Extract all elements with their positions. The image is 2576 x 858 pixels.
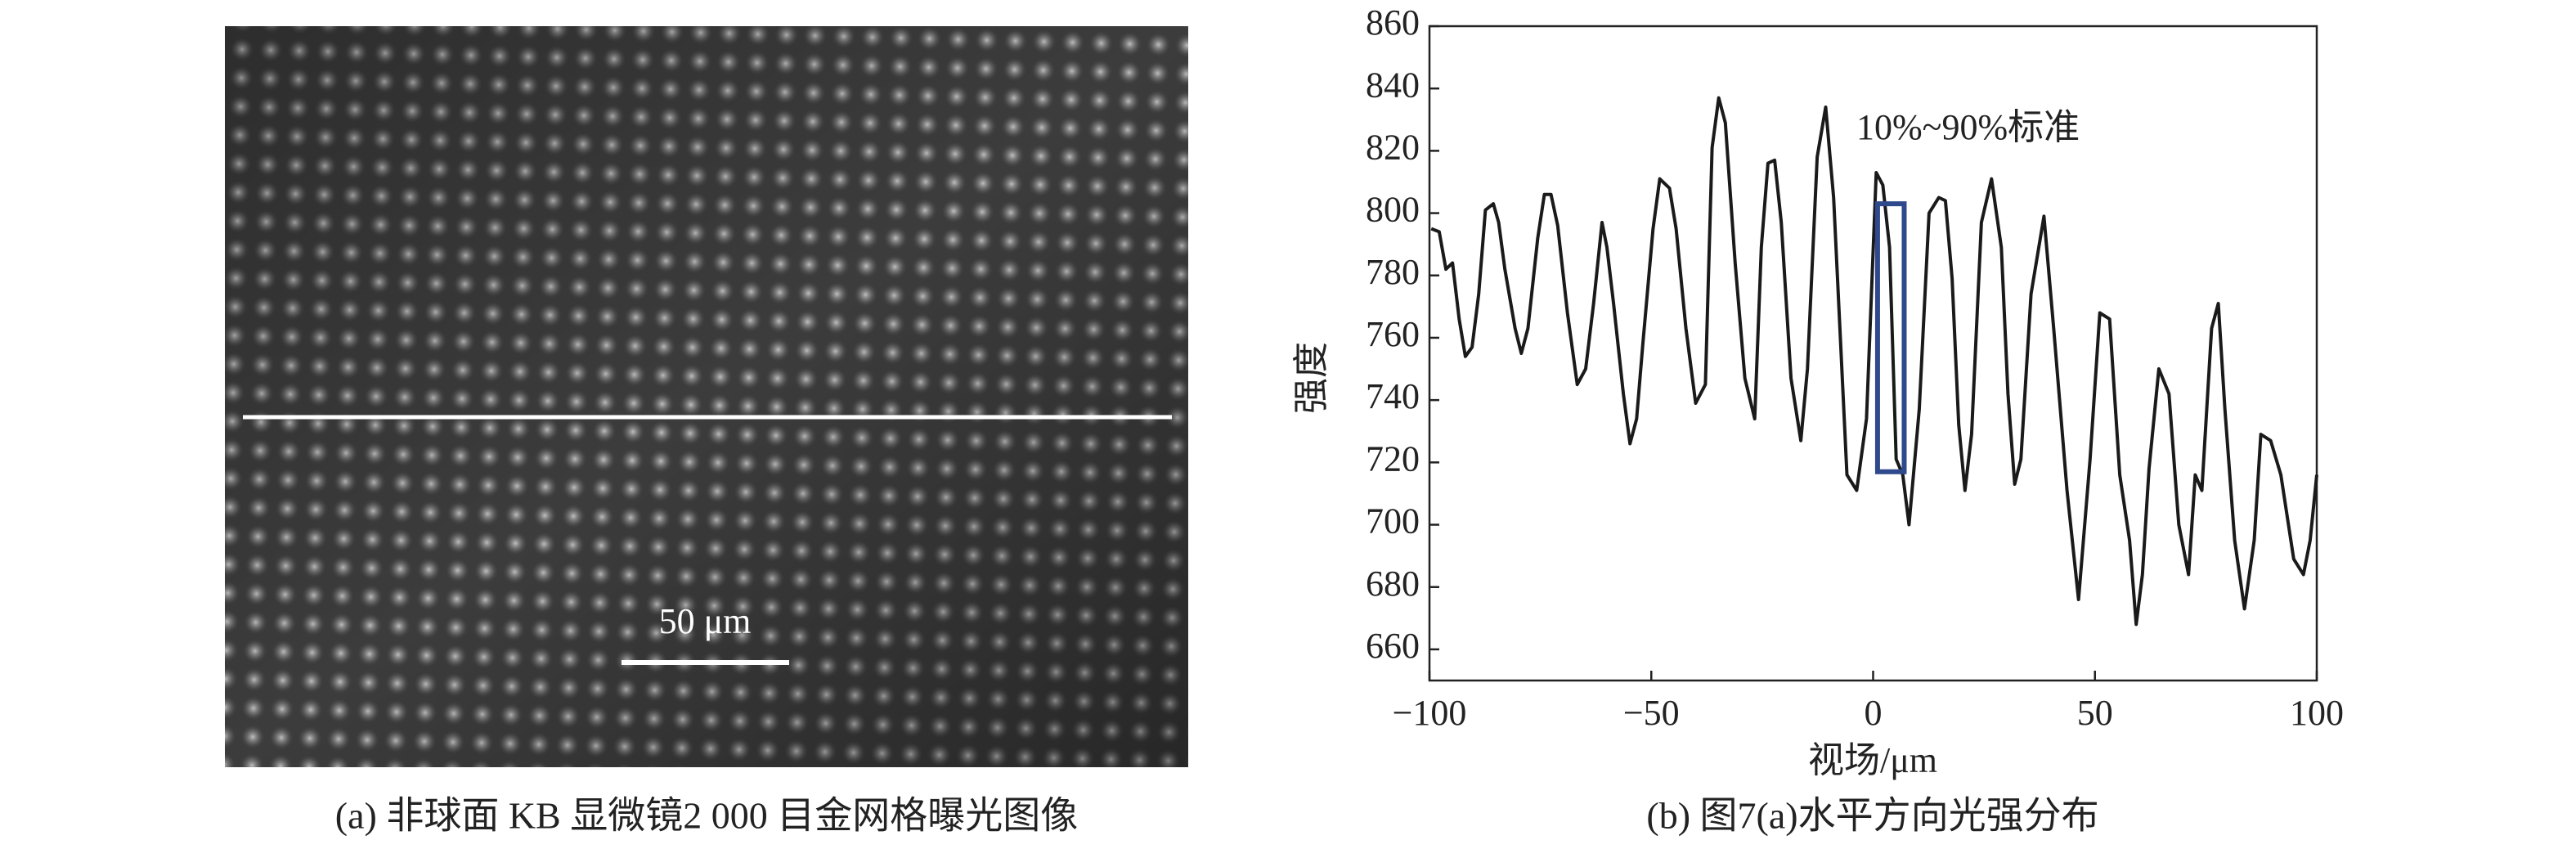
- y-tick-label: 760: [1366, 314, 1420, 354]
- y-tick-label: 820: [1366, 127, 1420, 167]
- y-tick-label: 660: [1366, 626, 1420, 666]
- y-tick-label: 800: [1366, 190, 1420, 230]
- x-axis-label: 视场/μm: [1808, 740, 1937, 780]
- x-tick-label: 100: [2290, 693, 2344, 733]
- caption-b: (b) 图7(a)水平方向光强分布: [1646, 795, 2098, 837]
- caption-a: (a) 非球面 KB 显微镜2 000 目金网格曝光图像: [335, 795, 1078, 837]
- image-shading: [225, 26, 1188, 767]
- y-tick-label: 740: [1366, 376, 1420, 416]
- y-tick-label: 860: [1366, 2, 1420, 43]
- highlight-box: [1874, 201, 1907, 474]
- y-tick-label: 700: [1366, 501, 1420, 541]
- y-tick-label: 720: [1366, 438, 1420, 478]
- y-axis-label: 强度: [1291, 342, 1331, 414]
- micrograph: 50 μm: [225, 26, 1188, 767]
- x-tick-label: 0: [1865, 693, 1883, 733]
- y-tick-label: 840: [1366, 65, 1420, 105]
- x-tick-label: −100: [1393, 693, 1467, 733]
- x-tick-label: 50: [2077, 693, 2113, 733]
- x-tick-label: −50: [1623, 693, 1680, 733]
- data-line: [1430, 96, 2318, 627]
- y-tick-label: 680: [1366, 564, 1420, 604]
- scale-bar-label: 50 μm: [659, 601, 752, 641]
- annotation: 10%~90%标准: [1856, 107, 2080, 147]
- y-tick-label: 780: [1366, 252, 1420, 292]
